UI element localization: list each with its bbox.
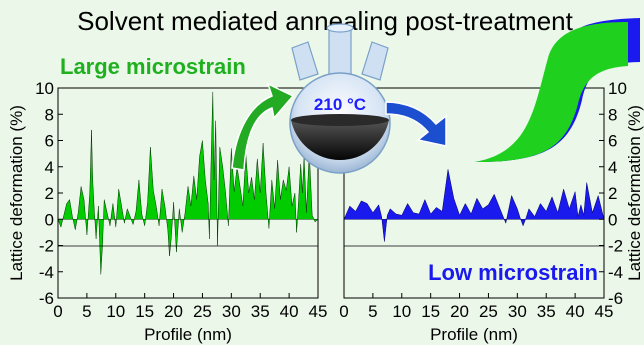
- hysteresis-loop-icon: [475, 18, 640, 162]
- x-tick-label: 10: [106, 302, 125, 321]
- x-tick-label: 20: [164, 302, 183, 321]
- x-tick-label: 5: [368, 302, 377, 321]
- green-arrow-icon: [231, 82, 295, 171]
- y-tick-label: 0: [45, 210, 54, 229]
- x-tick-label: 25: [479, 302, 498, 321]
- y-tick-label: 8: [608, 105, 617, 124]
- x-tick-label: 10: [392, 302, 411, 321]
- y-tick-label: 4: [608, 158, 617, 177]
- y-tick-label: 2: [45, 184, 54, 203]
- x-tick-label: 0: [339, 302, 348, 321]
- x-tick-label: 30: [222, 302, 241, 321]
- y-tick-label: -6: [39, 289, 54, 308]
- y-tick-label: -4: [608, 263, 623, 282]
- left-x-axis: 0 5 10 15 20 25 30 35 40 45: [53, 293, 327, 321]
- x-tick-label: 40: [280, 302, 299, 321]
- flask-icon: 210 °C: [289, 23, 391, 174]
- y-tick-label: -2: [39, 237, 54, 256]
- figure-title: Solvent mediated annealing post-treatmen…: [77, 6, 574, 36]
- x-tick-label: 15: [421, 302, 440, 321]
- left-y-axis: 10 8 6 4 2 0 -2 -4 -6: [35, 79, 63, 308]
- low-microstrain-series: [343, 169, 605, 242]
- left-x-axis-label: Profile (nm): [144, 325, 232, 344]
- x-tick-label: 45: [309, 302, 328, 321]
- y-tick-label: 6: [608, 132, 617, 151]
- x-tick-label: 45: [595, 302, 614, 321]
- large-microstrain-label: Large microstrain: [60, 54, 246, 79]
- x-tick-label: 0: [53, 302, 62, 321]
- x-tick-label: 35: [251, 302, 270, 321]
- y-tick-label: -2: [608, 237, 623, 256]
- x-tick-label: 25: [193, 302, 212, 321]
- y-tick-label: 2: [608, 184, 617, 203]
- y-tick-label: 6: [45, 132, 54, 151]
- low-microstrain-label: Low microstrain: [428, 260, 598, 285]
- y-tick-label: 8: [45, 105, 54, 124]
- temperature-label: 210 °C: [314, 95, 366, 114]
- y-tick-label: 0: [608, 210, 617, 229]
- blue-arrow-icon: [385, 101, 447, 147]
- y-tick-label: -6: [608, 289, 623, 308]
- right-x-axis-label: Profile (nm): [430, 325, 518, 344]
- x-tick-label: 20: [450, 302, 469, 321]
- x-tick-label: 30: [508, 302, 527, 321]
- large-microstrain-series: [57, 91, 319, 275]
- x-tick-label: 15: [135, 302, 154, 321]
- right-y-axis-label: Lattice deformation (%): [625, 105, 644, 281]
- y-tick-label: -4: [39, 263, 54, 282]
- y-tick-label: 10: [35, 79, 54, 98]
- y-tick-label: 4: [45, 158, 54, 177]
- right-y-axis: 10 8 6 4 2 0 -2 -4 -6: [599, 79, 627, 308]
- x-tick-label: 40: [566, 302, 585, 321]
- right-x-axis: 0 5 10 15 20 25 30 35 40 45: [339, 293, 613, 321]
- x-tick-label: 5: [82, 302, 91, 321]
- left-y-axis-label: Lattice deformation (%): [7, 105, 26, 281]
- x-tick-label: 35: [537, 302, 556, 321]
- y-tick-label: 10: [608, 79, 627, 98]
